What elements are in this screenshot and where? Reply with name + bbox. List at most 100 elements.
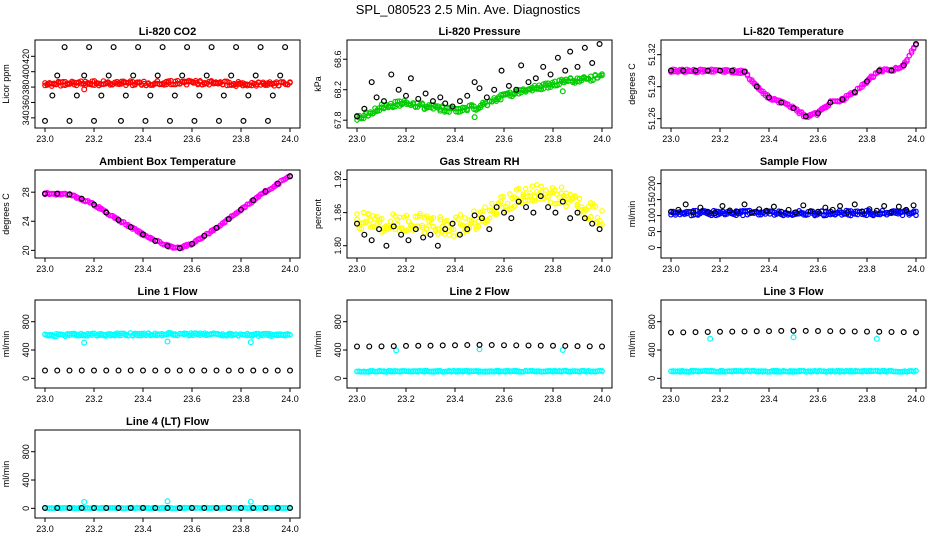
data-point	[354, 220, 361, 227]
data-point	[383, 242, 390, 249]
data-point	[581, 215, 588, 222]
data-point	[851, 328, 858, 335]
series-cyan-band	[668, 334, 919, 375]
data-point	[464, 92, 471, 99]
data-point	[41, 367, 48, 374]
data-point	[147, 92, 154, 99]
data-point	[419, 100, 425, 106]
data-point	[504, 200, 511, 207]
chart-panel-10: Line 4 (LT) Flow ml/min 23.0 23.2 23.4 23.6 23…	[1, 416, 301, 534]
x-tick-label: 23.0	[348, 134, 366, 144]
x-tick-label: 23.0	[348, 264, 366, 274]
y-tick-label: 800	[333, 314, 343, 329]
data-point	[435, 226, 441, 232]
series-cyan-band	[354, 346, 605, 375]
data-point	[171, 92, 178, 99]
data-point	[667, 329, 674, 336]
x-tick-label: 24.0	[907, 134, 925, 144]
data-point	[159, 44, 166, 51]
data-point	[586, 343, 593, 350]
chart-panel-4: Ambient Box Temperature degrees C 23.0 23.2…	[1, 156, 301, 274]
data-point	[105, 72, 112, 79]
data-point	[423, 213, 430, 219]
data-point	[358, 226, 365, 232]
data-point	[164, 367, 171, 374]
data-point	[415, 342, 422, 349]
data-point	[719, 203, 726, 210]
outlier-point	[707, 335, 714, 342]
data-point	[576, 195, 583, 202]
data-point	[530, 209, 537, 216]
data-point	[562, 342, 569, 349]
data-point	[456, 98, 463, 105]
data-point	[154, 72, 161, 79]
data-point	[500, 193, 506, 200]
data-point	[429, 98, 436, 105]
panel-title: Line 3 Flow	[764, 286, 824, 298]
data-point	[122, 92, 129, 99]
data-point	[110, 44, 117, 51]
data-point	[373, 94, 380, 101]
data-point	[264, 117, 271, 124]
x-tick-label: 23.0	[348, 394, 366, 404]
data-point	[398, 231, 405, 238]
data-point	[152, 367, 159, 374]
plot-frame	[346, 169, 613, 259]
data-point	[89, 78, 96, 84]
y-tick-label: 800	[21, 314, 31, 329]
data-point	[863, 78, 870, 85]
x-tick-label: 23.4	[134, 134, 152, 144]
data-point	[464, 342, 471, 349]
page-title: SPL_080523 2.5 Min. Ave. Diagnostics	[355, 2, 581, 17]
data-point	[543, 80, 549, 87]
x-tick-label: 23.4	[760, 134, 778, 144]
data-point	[184, 44, 191, 51]
data-point	[488, 342, 495, 349]
data-point	[220, 92, 227, 99]
data-point	[378, 343, 385, 350]
chart-panel-5: Gas Stream RH percent 23.0 23.2 23.4 23.6 23.8…	[313, 156, 613, 274]
data-point	[274, 504, 281, 511]
x-tick-label: 23.6	[809, 134, 827, 144]
series-points	[667, 201, 917, 217]
data-point	[419, 222, 425, 229]
data-point	[388, 71, 395, 78]
data-point	[704, 67, 711, 74]
data-point	[574, 63, 581, 70]
data-point	[866, 206, 873, 213]
data-point	[176, 367, 183, 374]
y-tick-label: 0	[647, 245, 657, 250]
data-point	[552, 209, 559, 216]
data-point	[287, 504, 294, 511]
data-point	[417, 212, 423, 219]
data-point	[427, 231, 434, 238]
data-point	[589, 220, 596, 227]
data-point	[729, 328, 736, 335]
data-point	[390, 223, 397, 230]
data-point	[269, 92, 276, 99]
data-point	[274, 180, 281, 187]
data-point	[287, 173, 294, 180]
data-point	[489, 200, 495, 207]
panel-title: Line 1 Flow	[138, 286, 198, 298]
data-point	[284, 505, 291, 511]
outlier-point	[81, 498, 88, 505]
data-point	[508, 215, 515, 222]
y-tick-label: 51.26	[647, 107, 657, 130]
x-tick-label: 23.4	[446, 134, 464, 144]
data-point	[403, 342, 410, 349]
data-point	[574, 209, 581, 216]
data-point	[482, 204, 488, 211]
data-point	[704, 208, 711, 215]
data-point	[800, 202, 807, 209]
data-point	[191, 117, 198, 124]
data-point	[667, 67, 674, 74]
x-tick-label: 23.2	[711, 394, 729, 404]
plot-frame	[346, 299, 613, 389]
data-point	[360, 209, 367, 216]
x-tick-label: 23.6	[183, 524, 201, 534]
x-tick-label: 24.0	[281, 264, 299, 274]
data-point	[54, 367, 61, 374]
data-point	[368, 237, 375, 244]
data-point	[395, 86, 402, 93]
